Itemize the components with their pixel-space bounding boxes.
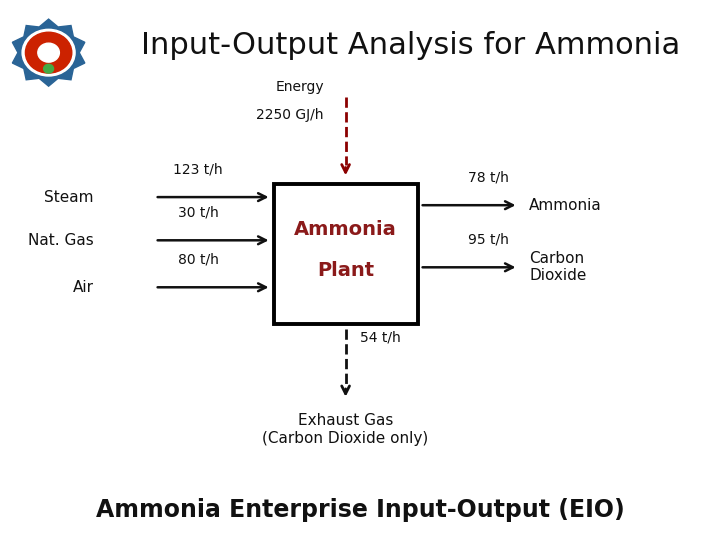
Circle shape: [38, 43, 59, 62]
Text: 95 t/h: 95 t/h: [468, 233, 509, 247]
Text: Nat. Gas: Nat. Gas: [28, 233, 94, 248]
Circle shape: [44, 64, 53, 73]
Text: 2250 GJ/h: 2250 GJ/h: [256, 107, 324, 122]
Text: Steam: Steam: [44, 190, 94, 205]
Text: Ammonia: Ammonia: [529, 198, 602, 213]
Text: 80 t/h: 80 t/h: [178, 253, 218, 267]
Polygon shape: [12, 19, 85, 86]
Circle shape: [25, 32, 72, 73]
Text: Air: Air: [73, 280, 94, 295]
Text: Plant: Plant: [317, 260, 374, 280]
Text: 78 t/h: 78 t/h: [468, 171, 509, 185]
Text: Exhaust Gas
(Carbon Dioxide only): Exhaust Gas (Carbon Dioxide only): [263, 413, 428, 446]
Text: 54 t/h: 54 t/h: [360, 330, 401, 345]
Text: Ammonia: Ammonia: [294, 220, 397, 239]
Bar: [274, 184, 418, 324]
Text: Ammonia Enterprise Input-Output (EIO): Ammonia Enterprise Input-Output (EIO): [96, 498, 624, 522]
Text: 123 t/h: 123 t/h: [174, 163, 222, 177]
Text: Input-Output Analysis for Ammonia: Input-Output Analysis for Ammonia: [141, 31, 680, 60]
Text: 30 t/h: 30 t/h: [178, 206, 218, 220]
Text: Carbon
Dioxide: Carbon Dioxide: [529, 251, 587, 284]
Text: Energy: Energy: [275, 80, 324, 94]
Circle shape: [22, 29, 75, 76]
